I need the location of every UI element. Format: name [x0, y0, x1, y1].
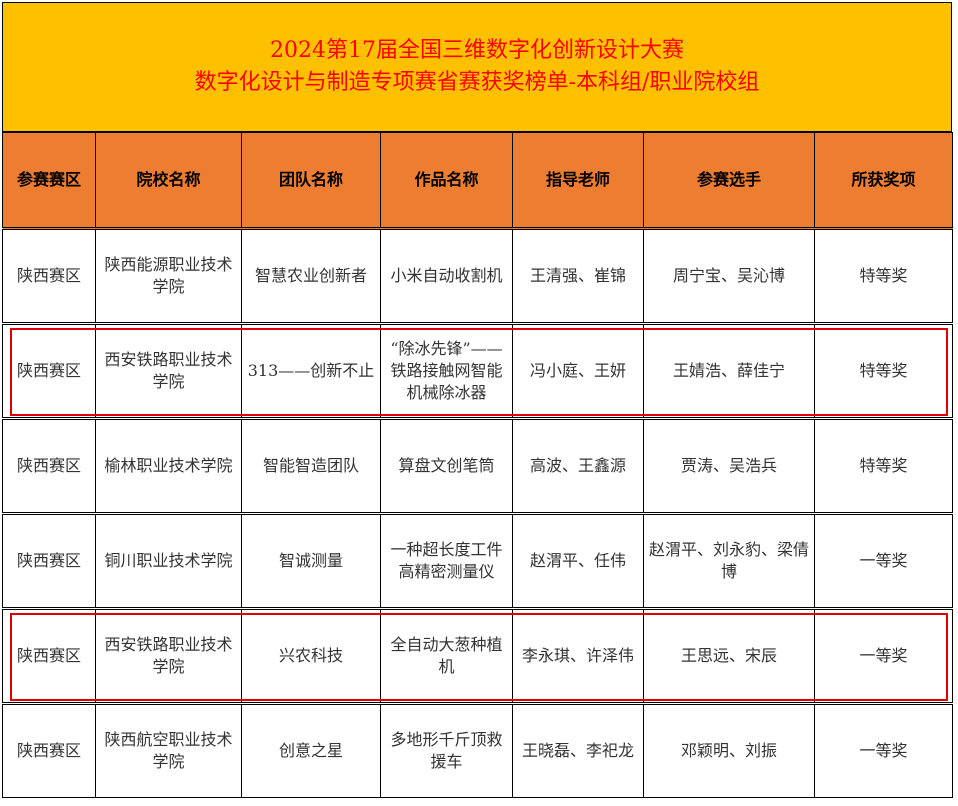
table-cell: 邓颖明、刘振 — [643, 702, 815, 798]
table-cell: 特等奖 — [814, 322, 953, 419]
column-header: 所获奖项 — [814, 132, 953, 229]
table-cell: 王晓磊、李祀龙 — [512, 702, 644, 798]
table-cell: 陕西赛区 — [2, 417, 96, 514]
table-cell: 周宁宝、吴沁博 — [643, 227, 815, 324]
table-cell: 多地形千斤顶救援车 — [380, 702, 513, 798]
table-cell: 一等奖 — [814, 512, 953, 609]
column-header: 指导老师 — [512, 132, 644, 229]
table-cell: 智诚测量 — [241, 512, 381, 609]
column-header: 作品名称 — [380, 132, 513, 229]
table-cell: “除冰先锋”——铁路接触网智能机械除冰器 — [380, 322, 513, 419]
table-row: 陕西赛区 西安铁路职业技术学院 313——创新不止 “除冰先锋”——铁路接触网智能机械… — [2, 322, 953, 419]
column-header: 团队名称 — [241, 132, 381, 229]
table-cell: 陕西赛区 — [2, 227, 96, 324]
table-cell: 一等奖 — [814, 702, 953, 798]
table-cell: 西安铁路职业技术学院 — [95, 607, 242, 704]
table-cell: 特等奖 — [814, 227, 953, 324]
table-cell: 全自动大葱种植机 — [380, 607, 513, 704]
table-cell: 高波、王鑫源 — [512, 417, 644, 514]
table-cell: 313——创新不止 — [241, 322, 381, 419]
table-cell: 榆林职业技术学院 — [95, 417, 242, 514]
table-cell: 陕西能源职业技术学院 — [95, 227, 242, 324]
title-line-2: 数字化设计与制造专项赛省赛获奖榜单-本科组/职业院校组 — [194, 70, 760, 95]
table-cell: 陕西航空职业技术学院 — [95, 702, 242, 798]
table-row: 陕西赛区 陕西能源职业技术学院 智慧农业创新者 小米自动收割机 王清强、崔锦 周宁宝、吴沁… — [2, 227, 953, 324]
table-cell: 贾涛、吴浩兵 — [643, 417, 815, 514]
column-header: 参赛赛区 — [2, 132, 96, 229]
table-cell: 王思远、宋辰 — [643, 607, 815, 704]
table-cell: 赵渭平、刘永豹、梁倩博 — [643, 512, 815, 609]
table-cell: 陕西赛区 — [2, 702, 96, 798]
table-cell: 特等奖 — [814, 417, 953, 514]
table-cell: 一种超长度工件高精密测量仪 — [380, 512, 513, 609]
table-cell: 创意之星 — [241, 702, 381, 798]
table-cell: 小米自动收割机 — [380, 227, 513, 324]
title-banner: 2024第17届全国三维数字化创新设计大赛 数字化设计与制造专项赛省赛获奖榜单-… — [2, 2, 952, 132]
table-row: 陕西赛区 榆林职业技术学院 智能智造团队 算盘文创笔筒 高波、王鑫源 贾涛、吴浩兵 特等奖 — [2, 417, 953, 514]
table-cell: 陕西赛区 — [2, 322, 96, 419]
table-cell: 智能智造团队 — [241, 417, 381, 514]
award-table: 参赛赛区 院校名称 团队名称 作品名称 指导老师 参赛选手 所获奖项 陕西赛区 陕西能源职业技… — [2, 132, 953, 798]
table-row: 陕西赛区 铜川职业技术学院 智诚测量 一种超长度工件高精密测量仪 赵渭平、任伟 赵渭平、刘… — [2, 512, 953, 609]
table-row: 陕西赛区 陕西航空职业技术学院 创意之星 多地形千斤顶救援车 王晓磊、李祀龙 邓颖明、刘振… — [2, 702, 953, 798]
table-cell: 一等奖 — [814, 607, 953, 704]
table-cell: 赵渭平、任伟 — [512, 512, 644, 609]
table-cell: 冯小庭、王妍 — [512, 322, 644, 419]
column-header: 参赛选手 — [643, 132, 815, 229]
table-cell: 铜川职业技术学院 — [95, 512, 242, 609]
table-cell: 王婧浩、薛佳宁 — [643, 322, 815, 419]
column-header: 院校名称 — [95, 132, 242, 229]
table-cell: 兴农科技 — [241, 607, 381, 704]
table-cell: 算盘文创笔筒 — [380, 417, 513, 514]
table-cell: 智慧农业创新者 — [241, 227, 381, 324]
table-row: 陕西赛区 西安铁路职业技术学院 兴农科技 全自动大葱种植机 李永琪、许泽伟 王思远、宋辰一… — [2, 607, 953, 704]
table-cell: 李永琪、许泽伟 — [512, 607, 644, 704]
table-cell: 陕西赛区 — [2, 512, 96, 609]
table-cell: 西安铁路职业技术学院 — [95, 322, 242, 419]
header-row: 参赛赛区 院校名称 团队名称 作品名称 指导老师 参赛选手 所获奖项 — [2, 132, 953, 229]
table-cell: 陕西赛区 — [2, 607, 96, 704]
table-cell: 王清强、崔锦 — [512, 227, 644, 324]
title-line-1: 2024第17届全国三维数字化创新设计大赛 — [270, 38, 684, 63]
